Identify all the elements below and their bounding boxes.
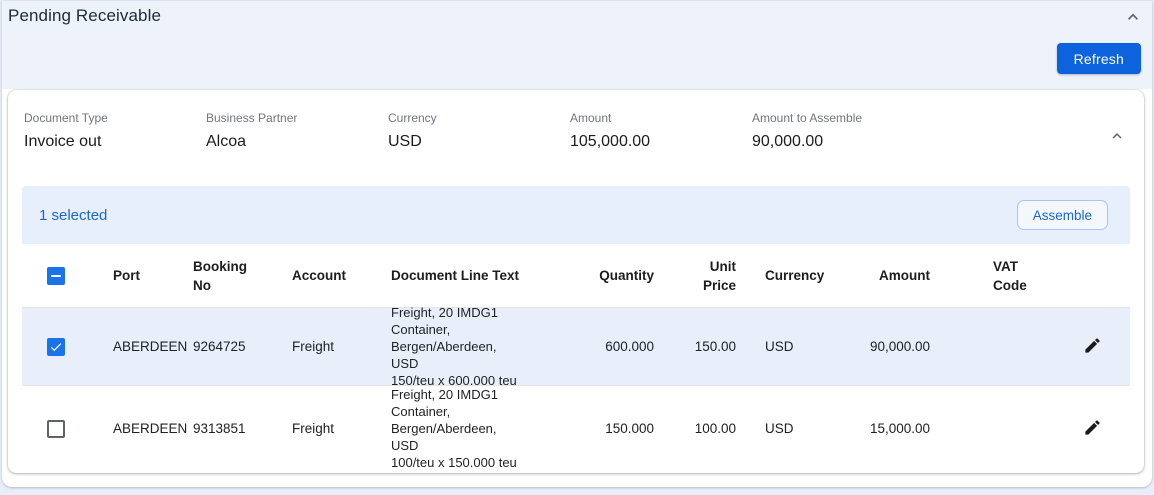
field-currency: Currency USD <box>388 90 570 186</box>
cell-unit-price: 150.00 <box>694 339 736 354</box>
col-header-unit-price: Unit Price <box>702 258 736 293</box>
field-document-type: Document Type Invoice out <box>24 90 206 186</box>
col-header-currency: Currency <box>765 268 825 283</box>
col-header-booking-no: Booking No <box>193 258 247 293</box>
cell-document-line-text: Freight, 20 IMDG1 Container, Bergen/Aber… <box>391 305 517 388</box>
col-header-port: Port <box>113 268 140 283</box>
panel-collapse-button[interactable] <box>1122 7 1144 29</box>
field-label: Amount to Assemble <box>752 111 863 125</box>
cell-account: Freight <box>292 421 335 436</box>
edit-row-button[interactable] <box>1082 418 1104 440</box>
field-value: USD <box>388 133 422 150</box>
assemble-button[interactable]: Assemble <box>1016 200 1108 230</box>
panel-header: Pending Receivable Refresh <box>2 1 1152 89</box>
refresh-button[interactable]: Refresh <box>1056 43 1141 74</box>
edit-pencil-icon <box>1083 336 1102 358</box>
field-business-partner: Business Partner Alcoa <box>206 90 388 186</box>
field-value: 90,000.00 <box>752 133 824 150</box>
field-label: Business Partner <box>206 111 298 125</box>
field-value: Alcoa <box>206 133 247 150</box>
summary-fields-row: Document Type Invoice out Business Partn… <box>8 90 1144 186</box>
cell-amount: 15,000.00 <box>869 421 930 436</box>
cell-currency: USD <box>765 421 794 436</box>
col-header-document-line-text: Document Line Text <box>391 268 520 283</box>
cell-quantity: 150.000 <box>605 421 654 436</box>
cell-amount: 90,000.00 <box>869 339 930 354</box>
selection-toolbar: 1 selected Assemble <box>22 186 1130 244</box>
field-value: Invoice out <box>24 133 102 150</box>
summary-collapse-button[interactable] <box>1106 126 1128 148</box>
select-all-checkbox-indeterminate[interactable] <box>47 266 65 285</box>
row-checkbox-checked[interactable] <box>47 337 65 356</box>
receivable-lines-table: Port Booking No Account Document Line Te… <box>22 244 1130 471</box>
page-title: Pending Receivable <box>8 6 162 25</box>
cell-unit-price: 100.00 <box>694 421 736 436</box>
cell-port: ABERDEEN <box>113 421 188 436</box>
edit-pencil-icon <box>1083 418 1102 440</box>
cell-port: ABERDEEN <box>113 339 188 354</box>
cell-account: Freight <box>292 339 335 354</box>
table-row[interactable]: ABERDEEN 9313851 Freight Freight, 20 IMD… <box>22 386 1130 471</box>
field-value: 105,000.00 <box>570 133 651 150</box>
cell-currency: USD <box>765 339 794 354</box>
field-amount: Amount 105,000.00 <box>570 90 752 186</box>
chevron-up-icon <box>1108 127 1126 148</box>
field-label: Currency <box>388 111 437 125</box>
selected-count: 1 selected <box>39 206 108 224</box>
chevron-up-icon <box>1123 7 1143 30</box>
edit-row-button[interactable] <box>1082 336 1104 358</box>
receivable-card: Document Type Invoice out Business Partn… <box>8 90 1144 473</box>
field-label: Document Type <box>24 111 108 125</box>
table-header-row: Port Booking No Account Document Line Te… <box>22 244 1130 308</box>
field-label: Amount <box>570 111 612 125</box>
col-header-quantity: Quantity <box>599 268 654 283</box>
cell-booking-no: 9264725 <box>193 339 246 354</box>
col-header-amount: Amount <box>879 268 930 283</box>
field-amount-to-assemble: Amount to Assemble 90,000.00 <box>752 90 934 186</box>
row-checkbox-unchecked[interactable] <box>47 419 65 438</box>
cell-booking-no: 9313851 <box>193 421 246 436</box>
table-row[interactable]: ABERDEEN 9264725 Freight Freight, 20 IMD… <box>22 305 1130 388</box>
col-header-account: Account <box>292 268 346 283</box>
cell-quantity: 600.000 <box>605 339 654 354</box>
col-header-vat-code: VAT Code <box>993 258 1027 293</box>
cell-document-line-text: Freight, 20 IMDG1 Container, Bergen/Aber… <box>391 387 517 470</box>
